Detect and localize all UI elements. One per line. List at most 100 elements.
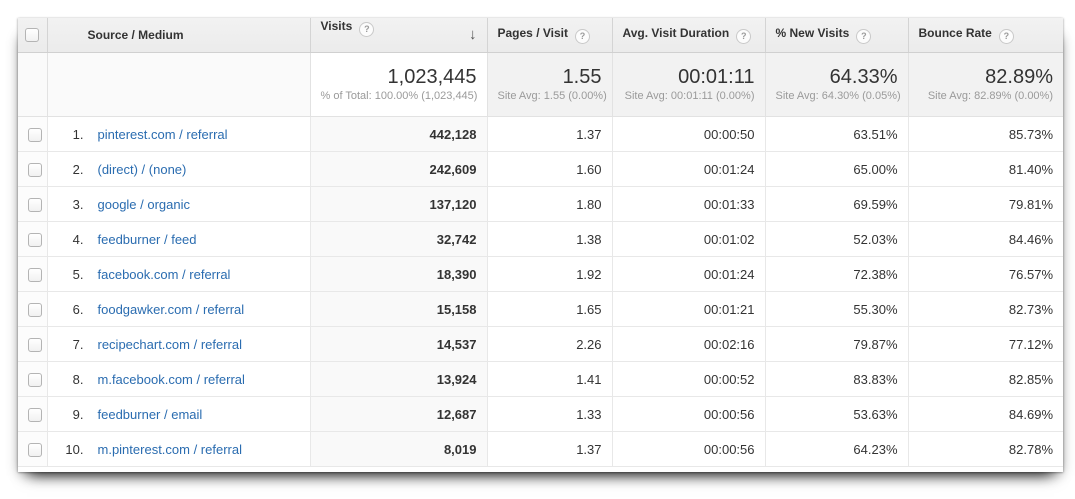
totals-checkbox-cell (18, 52, 47, 117)
source-link[interactable]: foodgawker.com / referral (97, 301, 245, 317)
row-checkbox[interactable] (28, 337, 42, 352)
column-header-avg-visit-duration[interactable]: Avg. Visit Duration? (611, 18, 765, 53)
avg-visit-duration-cell: 00:00:52 (611, 361, 765, 397)
pct-new-visits-cell: 83.83% (764, 361, 908, 397)
column-header-bounce-rate[interactable]: Bounce Rate? (907, 18, 1063, 53)
source-link[interactable]: recipechart.com / referral (97, 336, 243, 352)
row-checkbox[interactable] (28, 407, 42, 422)
avg-visit-duration-cell: 00:01:33 (611, 186, 765, 222)
table-row: 3. google / organic 137,120 1.80 00:01:33… (18, 186, 1063, 222)
visits-cell: 32,742 (309, 221, 487, 257)
row-checkbox[interactable] (28, 302, 42, 317)
row-rank: 4. (72, 231, 84, 247)
source-cell: 2. (direct) / (none) (46, 151, 310, 187)
column-header-source-medium[interactable]: Source / Medium (46, 18, 310, 53)
pages-per-visit-cell: 1.80 (486, 186, 612, 222)
source-link[interactable]: pinterest.com / referral (97, 126, 228, 142)
bounce-rate-cell: 82.73% (907, 291, 1063, 327)
totals-visits-cell: 1,023,445 % of Total: 100.00% (1,023,445… (309, 52, 487, 117)
sort-descending-icon[interactable]: ↓ (469, 26, 477, 43)
summary-section: 1,023,445 % of Total: 100.00% (1,023,445… (18, 52, 1063, 117)
help-icon[interactable]: ? (856, 29, 872, 44)
avg-visit-duration-cell: 00:01:21 (611, 291, 765, 327)
visits-cell: 137,120 (309, 186, 487, 222)
row-checkbox-cell (18, 186, 47, 222)
column-header-pages-per-visit[interactable]: Pages / Visit? (486, 18, 612, 53)
visits-cell: 18,390 (309, 256, 487, 292)
source-cell: 5. facebook.com / referral (46, 256, 310, 292)
bounce-rate-cell: 79.81% (907, 186, 1063, 222)
source-link[interactable]: feedburner / email (97, 406, 203, 422)
row-checkbox[interactable] (28, 232, 42, 247)
source-medium-table: Source / Medium Visits? ↓ Pages / Visit?… (18, 18, 1063, 467)
visits-cell: 442,128 (309, 116, 487, 152)
total-duration-value: 00:01:11 (678, 66, 755, 88)
row-checkbox[interactable] (28, 442, 42, 457)
source-link[interactable]: (direct) / (none) (97, 161, 187, 177)
pages-per-visit-cell: 2.26 (486, 326, 612, 362)
row-checkbox-cell (18, 221, 47, 257)
total-duration-note: Site Avg: 00:01:11 (0.00%) (624, 90, 755, 102)
row-checkbox[interactable] (28, 162, 42, 177)
table-row: 5. facebook.com / referral 18,390 1.92 00… (18, 256, 1063, 292)
total-visits-note: % of Total: 100.00% (1,023,445) (320, 90, 478, 102)
total-visits-value: 1,023,445 (387, 66, 477, 88)
row-rank: 9. (72, 406, 84, 422)
select-all-checkbox[interactable] (25, 28, 40, 43)
pct-new-visits-cell: 64.23% (764, 431, 908, 467)
bounce-rate-cell: 84.46% (907, 221, 1063, 257)
table-header: Source / Medium Visits? ↓ Pages / Visit?… (18, 18, 1063, 53)
help-icon[interactable]: ? (736, 29, 752, 44)
visits-cell: 242,609 (309, 151, 487, 187)
bounce-rate-cell: 84.69% (907, 396, 1063, 432)
source-link[interactable]: google / organic (97, 196, 191, 212)
visits-cell: 12,687 (309, 396, 487, 432)
pages-per-visit-cell: 1.65 (486, 291, 612, 327)
column-label: Avg. Visit Duration (622, 26, 730, 40)
column-header-visits[interactable]: Visits? ↓ (309, 18, 487, 53)
table-row: 2. (direct) / (none) 242,609 1.60 00:01:2… (18, 151, 1063, 187)
row-rank: 10. (65, 441, 84, 457)
row-rank: 7. (72, 336, 84, 352)
avg-visit-duration-cell: 00:00:56 (611, 396, 765, 432)
table-row: 6. foodgawker.com / referral 15,158 1.65 … (18, 291, 1063, 327)
source-link[interactable]: m.facebook.com / referral (97, 371, 245, 387)
column-label: Bounce Rate (918, 26, 992, 40)
pages-per-visit-cell: 1.38 (486, 221, 612, 257)
pct-new-visits-cell: 72.38% (764, 256, 908, 292)
column-label: Visits (320, 19, 353, 33)
row-checkbox[interactable] (28, 267, 42, 282)
table-row: 9. feedburner / email 12,687 1.33 00:00:5… (18, 396, 1063, 432)
table-row: 10. m.pinterest.com / referral 8,019 1.37… (18, 431, 1063, 467)
pages-per-visit-cell: 1.60 (486, 151, 612, 187)
column-header-pct-new-visits[interactable]: % New Visits? (764, 18, 908, 53)
pct-new-visits-cell: 79.87% (764, 326, 908, 362)
source-link[interactable]: m.pinterest.com / referral (97, 441, 243, 457)
source-link[interactable]: feedburner / feed (97, 231, 197, 247)
avg-visit-duration-cell: 00:00:50 (611, 116, 765, 152)
column-label: % New Visits (775, 26, 850, 40)
row-rank: 3. (72, 196, 84, 212)
help-icon[interactable]: ? (359, 22, 375, 37)
total-bounce-value: 82.89% (985, 66, 1053, 88)
totals-new-visits-cell: 64.33% Site Avg: 64.30% (0.05%) (764, 52, 908, 117)
row-checkbox[interactable] (28, 372, 42, 387)
pct-new-visits-cell: 52.03% (764, 221, 908, 257)
source-cell: 1. pinterest.com / referral (46, 116, 310, 152)
totals-duration-cell: 00:01:11 Site Avg: 00:01:11 (0.00%) (611, 52, 765, 117)
row-checkbox[interactable] (28, 197, 42, 212)
pct-new-visits-cell: 65.00% (764, 151, 908, 187)
row-checkbox[interactable] (28, 127, 42, 142)
pct-new-visits-cell: 55.30% (764, 291, 908, 327)
column-label: Pages / Visit (497, 26, 568, 40)
source-link[interactable]: facebook.com / referral (97, 266, 231, 282)
totals-source-cell (46, 52, 310, 117)
pages-per-visit-cell: 1.92 (486, 256, 612, 292)
source-cell: 10. m.pinterest.com / referral (46, 431, 310, 467)
bounce-rate-cell: 82.85% (907, 361, 1063, 397)
total-bounce-note: Site Avg: 82.89% (0.00%) (927, 90, 1053, 102)
row-checkbox-cell (18, 151, 47, 187)
help-icon[interactable]: ? (574, 29, 590, 44)
help-icon[interactable]: ? (998, 29, 1014, 44)
